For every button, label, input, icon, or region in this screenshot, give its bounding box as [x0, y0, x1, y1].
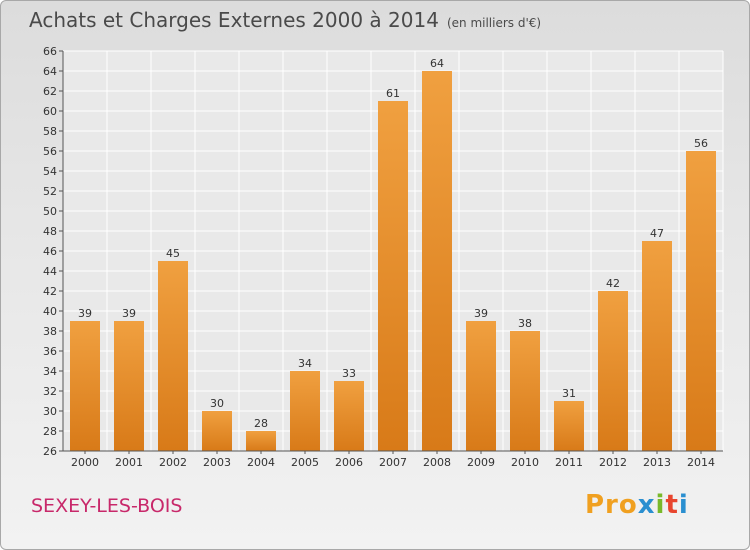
- bar: [158, 261, 188, 451]
- x-tick-label: 2000: [71, 456, 99, 469]
- y-tick-label: 44: [43, 265, 57, 278]
- x-tick-label: 2006: [335, 456, 363, 469]
- bar: [246, 431, 276, 451]
- x-tick-label: 2004: [247, 456, 275, 469]
- y-tick-label: 48: [43, 225, 57, 238]
- y-tick-label: 28: [43, 425, 57, 438]
- y-tick-label: 26: [43, 445, 57, 458]
- data-label: 39: [122, 307, 136, 320]
- data-label: 64: [430, 57, 444, 70]
- x-tick-label: 2008: [423, 456, 451, 469]
- y-tick-label: 64: [43, 65, 57, 78]
- y-tick-label: 38: [43, 325, 57, 338]
- logo-letter: i: [655, 490, 666, 520]
- bar: [290, 371, 320, 451]
- data-label: 31: [562, 387, 576, 400]
- x-tick-label: 2014: [687, 456, 715, 469]
- x-tick-label: 2009: [467, 456, 495, 469]
- data-label: 61: [386, 87, 400, 100]
- bar: [598, 291, 628, 451]
- bars: [70, 71, 716, 451]
- bar: [114, 321, 144, 451]
- chart-title: Achats et Charges Externes 2000 à 2014 (e…: [29, 8, 541, 32]
- x-tick-label: 2005: [291, 456, 319, 469]
- chart-subtitle: (en milliers d'€): [446, 16, 542, 30]
- y-tick-label: 40: [43, 305, 57, 318]
- labels: 39 39 45 30 28 34 33 61 64 39 38 31 42 47 56: [78, 57, 708, 430]
- y-tick-label: 34: [43, 365, 57, 378]
- bar: [378, 101, 408, 451]
- bar: [466, 321, 496, 451]
- y-tick-label: 56: [43, 145, 57, 158]
- logo-letter: i: [678, 490, 689, 520]
- data-label: 38: [518, 317, 532, 330]
- y-tick-label: 32: [43, 385, 57, 398]
- y-tick-label: 62: [43, 85, 57, 98]
- bar: [510, 331, 540, 451]
- x-tick-label: 2001: [115, 456, 143, 469]
- data-label: 39: [78, 307, 92, 320]
- x-tick-label: 2007: [379, 456, 407, 469]
- x-tick-label: 2003: [203, 456, 231, 469]
- chart-title-text: Achats et Charges Externes 2000 à 2014: [29, 8, 439, 32]
- proxiti-logo: Proxiti: [585, 490, 689, 520]
- y-tick-label: 36: [43, 345, 57, 358]
- data-label: 28: [254, 417, 268, 430]
- x-tick-label: 2012: [599, 456, 627, 469]
- y-tick-label: 30: [43, 405, 57, 418]
- bar: [70, 321, 100, 451]
- bar: [334, 381, 364, 451]
- x-tick-label: 2011: [555, 456, 583, 469]
- data-label: 30: [210, 397, 224, 410]
- logo-letter: t: [665, 490, 679, 520]
- x-tick-label: 2013: [643, 456, 671, 469]
- data-label: 34: [298, 357, 312, 370]
- y-tick-label: 50: [43, 205, 57, 218]
- y-tick-label: 66: [43, 45, 57, 58]
- data-label: 56: [694, 137, 708, 150]
- y-tick-label: 58: [43, 125, 57, 138]
- bar: [202, 411, 232, 451]
- logo-letter: Pro: [585, 490, 638, 520]
- y-tick-label: 54: [43, 165, 57, 178]
- bar: [686, 151, 716, 451]
- y-tick-label: 52: [43, 185, 57, 198]
- x-tick-label: 2010: [511, 456, 539, 469]
- commune-name: SEXEY-LES-BOIS: [31, 495, 183, 517]
- bar: [642, 241, 672, 451]
- data-label: 45: [166, 247, 180, 260]
- data-label: 42: [606, 277, 620, 290]
- y-tick-label: 42: [43, 285, 57, 298]
- y-tick-label: 46: [43, 245, 57, 258]
- y-tick-label: 60: [43, 105, 57, 118]
- bar: [422, 71, 452, 451]
- data-label: 47: [650, 227, 664, 240]
- data-label: 39: [474, 307, 488, 320]
- x-tick-label: 2002: [159, 456, 187, 469]
- axes: 26 28 30 32 34 36 38 40 42 44 46 48 50 52 54 56 58 60 62 64…: [43, 45, 723, 469]
- logo-letter: x: [637, 490, 656, 520]
- bar: [554, 401, 584, 451]
- data-label: 33: [342, 367, 356, 380]
